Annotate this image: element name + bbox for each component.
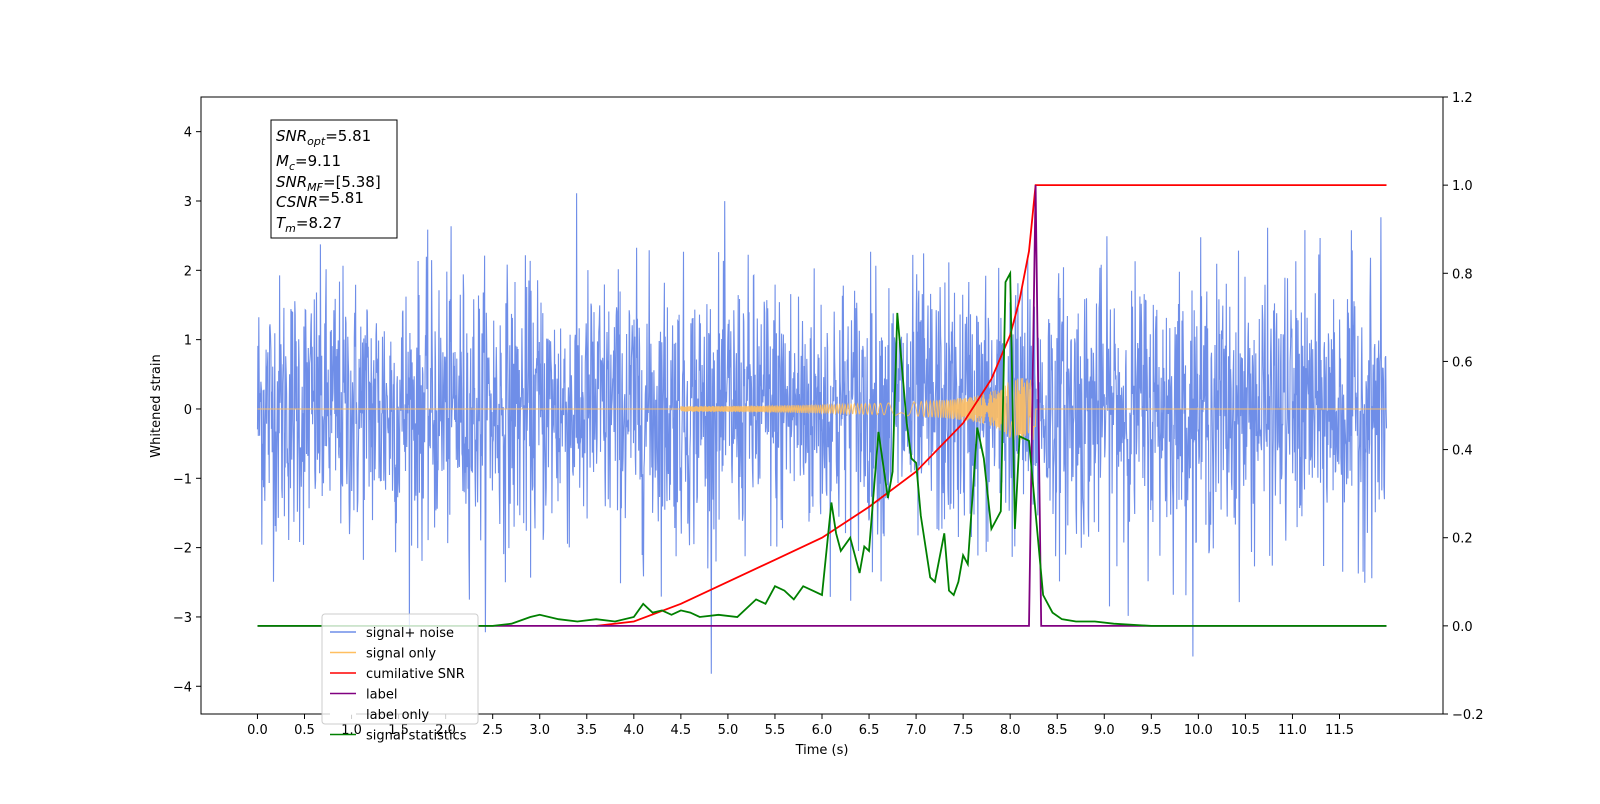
annotation-box: SNRopt=5.81 Mc=9.11 SNRMF=[5.38] CSNR=5.…: [270, 119, 398, 239]
x-tick-label: 0.0: [247, 723, 268, 738]
series-layer: [256, 184, 1388, 674]
y-left-tick-label: 0: [184, 403, 192, 418]
y-right-tick-label: 0.2: [1452, 532, 1473, 547]
y-right-tick-label: −0.2: [1452, 708, 1484, 723]
x-tick-label: 9.0: [1094, 723, 1115, 738]
y-right-tick-label: 0.8: [1452, 267, 1473, 282]
series-signal-noise: [256, 193, 1388, 674]
legend-label: signal+ noise: [366, 626, 454, 641]
x-tick-label: 6.5: [859, 723, 880, 738]
x-tick-label: 5.0: [718, 723, 739, 738]
x-tick-label: 0.5: [294, 723, 315, 738]
series-signal-statistics: [257, 269, 1387, 627]
x-tick-label: 7.0: [906, 723, 927, 738]
x-tick-label: 5.5: [765, 723, 786, 738]
legend-label: label: [366, 688, 397, 703]
legend: signal+ noise signal only cumilative SNR la…: [321, 613, 479, 744]
y-right-tick-label: 0.6: [1452, 355, 1473, 370]
y-axis-right-ticks: 1.2 1.0 0.8 0.6 0.4 0.2 0.0 −0.2: [1443, 91, 1484, 723]
legend-items: signal+ noise signal only cumilative SNR la…: [330, 626, 467, 744]
y-left-tick-label: −2: [173, 542, 192, 557]
annotation-tm: Tm=8.27: [276, 214, 342, 235]
x-tick-label: 10.0: [1184, 723, 1213, 738]
x-tick-label: 1.0: [341, 723, 362, 738]
y-axis-left-ticks: 4 3 2 1 0 −1 −2 −3 −4: [173, 126, 201, 695]
x-tick-label: 11.5: [1325, 723, 1354, 738]
y-axis-label: Whitened strain: [149, 354, 164, 457]
legend-label: signal only: [366, 647, 436, 662]
y-left-tick-label: 4: [184, 126, 192, 141]
x-tick-label: 7.5: [953, 723, 974, 738]
legend-frame: [321, 613, 479, 725]
y-right-tick-label: 0.0: [1452, 620, 1473, 635]
x-axis-label: Time (s): [795, 743, 849, 758]
legend-label: label only: [366, 708, 429, 723]
x-tick-label: 11.0: [1278, 723, 1307, 738]
series-signal-only: [257, 378, 1387, 441]
x-tick-label: 3.0: [529, 723, 550, 738]
legend-label: cumilative SNR: [366, 667, 465, 682]
annotation-csnr: CSNR=5.81: [276, 189, 364, 211]
y-left-tick-label: 2: [184, 264, 192, 279]
y-left-tick-label: −1: [173, 472, 192, 487]
x-tick-label: 1.5: [388, 723, 409, 738]
x-axis-ticks: 0.0 0.5 1.0 1.5 2.0 2.5 3.0 3.5 4.0 4.5 5.0 5.5 6.0 6…: [247, 714, 1354, 738]
x-tick-label: 10.5: [1231, 723, 1260, 738]
x-tick-label: 2.5: [482, 723, 503, 738]
x-tick-label: 4.5: [671, 723, 692, 738]
legend-label: signal statistics: [366, 729, 467, 744]
y-right-tick-label: 1.0: [1452, 179, 1473, 194]
x-tick-label: 2.0: [435, 723, 456, 738]
x-tick-label: 9.5: [1141, 723, 1162, 738]
y-right-tick-label: 0.4: [1452, 444, 1473, 459]
annotation-snr-opt: SNRopt=5.81: [276, 127, 371, 148]
y-left-tick-label: −4: [173, 680, 192, 695]
y-left-tick-label: 1: [184, 334, 192, 349]
y-left-tick-label: −3: [173, 611, 192, 626]
annotation-snr-mf: SNRMF=[5.38]: [276, 173, 381, 194]
series-cumulative-snr: [596, 184, 1387, 627]
x-tick-label: 4.0: [623, 723, 644, 738]
annotation-frame: [270, 119, 398, 239]
y-left-tick-label: 3: [184, 195, 192, 210]
x-tick-label: 3.5: [576, 723, 597, 738]
annotation-mc: Mc=9.11: [276, 152, 341, 173]
y-right-tick-label: 1.2: [1452, 91, 1473, 106]
x-tick-label: 8.0: [1000, 723, 1021, 738]
x-tick-label: 6.0: [812, 723, 833, 738]
x-tick-label: 8.5: [1047, 723, 1068, 738]
